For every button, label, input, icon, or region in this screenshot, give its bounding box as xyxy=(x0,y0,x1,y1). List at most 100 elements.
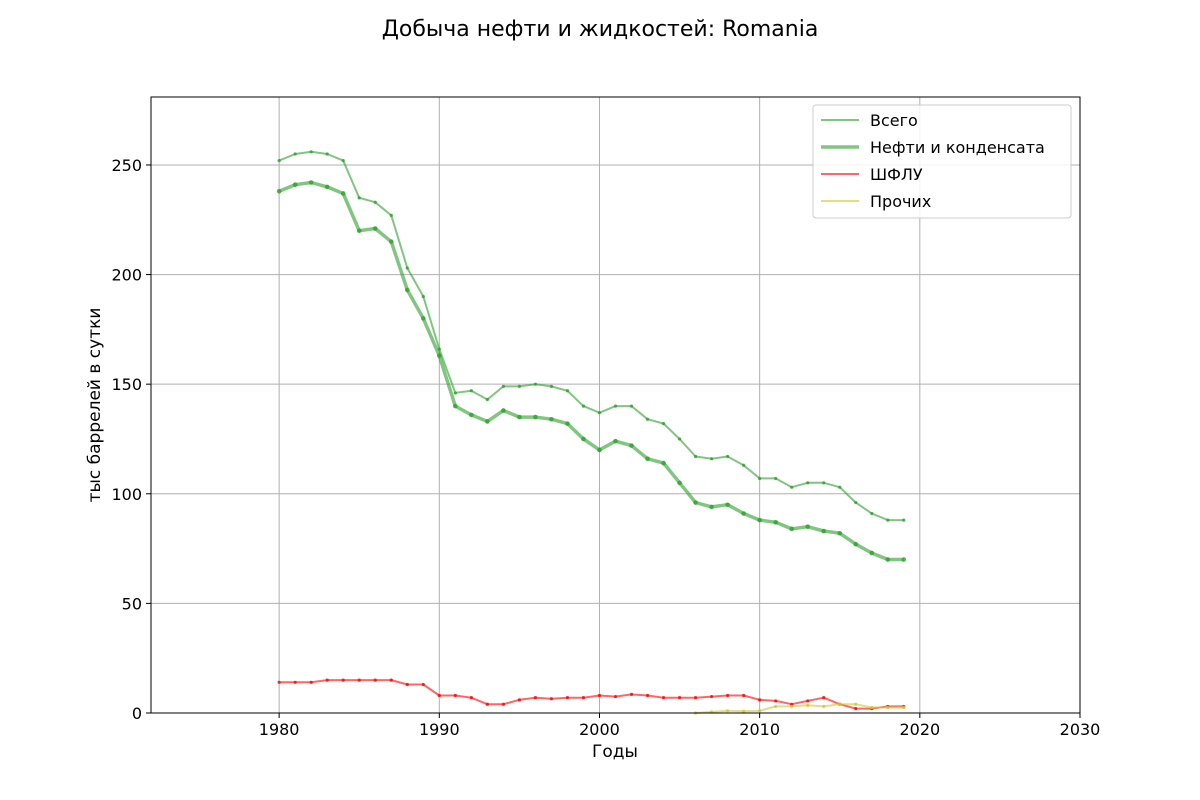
data-point xyxy=(388,239,394,244)
data-point xyxy=(357,196,361,200)
data-point xyxy=(309,150,313,154)
series-line-1 xyxy=(278,180,904,562)
data-point xyxy=(661,696,666,700)
y-tick-label: 100 xyxy=(111,485,142,504)
data-point xyxy=(356,228,362,234)
data-point xyxy=(453,693,457,698)
data-point xyxy=(437,353,442,358)
data-point xyxy=(725,502,730,508)
data-point xyxy=(517,414,522,420)
data-point xyxy=(469,696,473,700)
data-point xyxy=(469,389,473,393)
x-axis-label: Годы xyxy=(592,742,638,762)
data-point xyxy=(629,692,634,696)
data-point xyxy=(565,696,570,700)
y-tick-label: 0 xyxy=(132,704,142,723)
data-point xyxy=(517,384,521,388)
data-point xyxy=(437,693,441,698)
data-point xyxy=(629,443,634,448)
data-point xyxy=(790,702,794,706)
data-point xyxy=(854,500,858,505)
data-point xyxy=(276,188,282,194)
data-point xyxy=(420,316,426,321)
data-point xyxy=(373,200,377,204)
legend-label: ШФЛУ xyxy=(870,165,923,184)
data-point xyxy=(308,180,314,185)
legend-label: Всего xyxy=(870,111,918,130)
x-tick-label: 1980 xyxy=(259,720,300,739)
data-point xyxy=(533,382,538,386)
data-point xyxy=(373,678,377,682)
data-point xyxy=(292,182,298,187)
data-point xyxy=(773,519,778,525)
data-point xyxy=(405,266,409,270)
data-point xyxy=(854,707,858,711)
data-point xyxy=(758,698,762,702)
data-point xyxy=(549,416,554,422)
data-point xyxy=(710,457,714,461)
data-point xyxy=(501,702,505,706)
data-point xyxy=(677,696,682,700)
data-point xyxy=(389,678,393,682)
data-point xyxy=(421,682,425,687)
data-point xyxy=(790,704,794,709)
data-point xyxy=(565,421,570,426)
y-tick-label: 200 xyxy=(111,266,142,285)
data-point xyxy=(405,682,409,687)
data-point xyxy=(404,287,410,293)
x-tick-label: 2010 xyxy=(739,720,780,739)
data-point xyxy=(774,699,778,703)
data-point xyxy=(581,436,586,442)
data-point xyxy=(774,704,778,709)
data-point xyxy=(309,680,313,684)
data-point xyxy=(613,438,618,444)
data-point xyxy=(854,702,858,706)
axis-ticks: 1980 1990 2000 2010 2020 2030 0 50 100 150 200 250 xyxy=(111,156,1100,739)
data-point xyxy=(549,697,554,701)
series-line-2 xyxy=(279,679,904,710)
data-point xyxy=(741,511,746,516)
data-point xyxy=(902,518,906,522)
data-point xyxy=(613,404,618,408)
legend-box xyxy=(812,104,1072,219)
legend-label: Прочих xyxy=(870,192,931,211)
data-point xyxy=(661,460,666,466)
data-point xyxy=(629,404,634,408)
data-point xyxy=(613,694,618,699)
series-line-3 xyxy=(695,703,904,714)
data-point xyxy=(789,526,794,532)
data-point xyxy=(389,213,393,217)
data-point xyxy=(869,550,875,556)
data-point xyxy=(885,557,891,562)
data-point xyxy=(853,541,859,547)
data-point xyxy=(886,705,890,710)
data-point xyxy=(485,702,489,706)
x-tick-label: 2030 xyxy=(1060,720,1101,739)
y-tick-label: 50 xyxy=(122,594,142,613)
data-point xyxy=(533,414,538,420)
data-point xyxy=(324,184,330,190)
axes-frame xyxy=(150,96,1081,714)
data-point xyxy=(709,504,714,510)
data-point xyxy=(325,678,329,682)
data-point xyxy=(485,419,490,424)
data-point xyxy=(757,517,762,523)
data-point xyxy=(597,411,602,415)
data-point xyxy=(710,694,714,699)
x-tick-label: 1990 xyxy=(419,720,460,739)
data-point xyxy=(485,397,489,402)
plot-area xyxy=(276,150,907,715)
data-point xyxy=(549,384,554,388)
data-point xyxy=(742,463,746,467)
x-tick-label: 2020 xyxy=(899,720,940,739)
data-point xyxy=(838,702,842,706)
data-point xyxy=(870,511,874,516)
data-point xyxy=(693,500,698,505)
data-point xyxy=(837,530,843,536)
data-point xyxy=(901,557,907,562)
data-point xyxy=(341,158,345,163)
legend-label: Нефти и конденсата xyxy=(870,138,1045,157)
data-point xyxy=(565,389,570,393)
data-point xyxy=(693,696,698,700)
